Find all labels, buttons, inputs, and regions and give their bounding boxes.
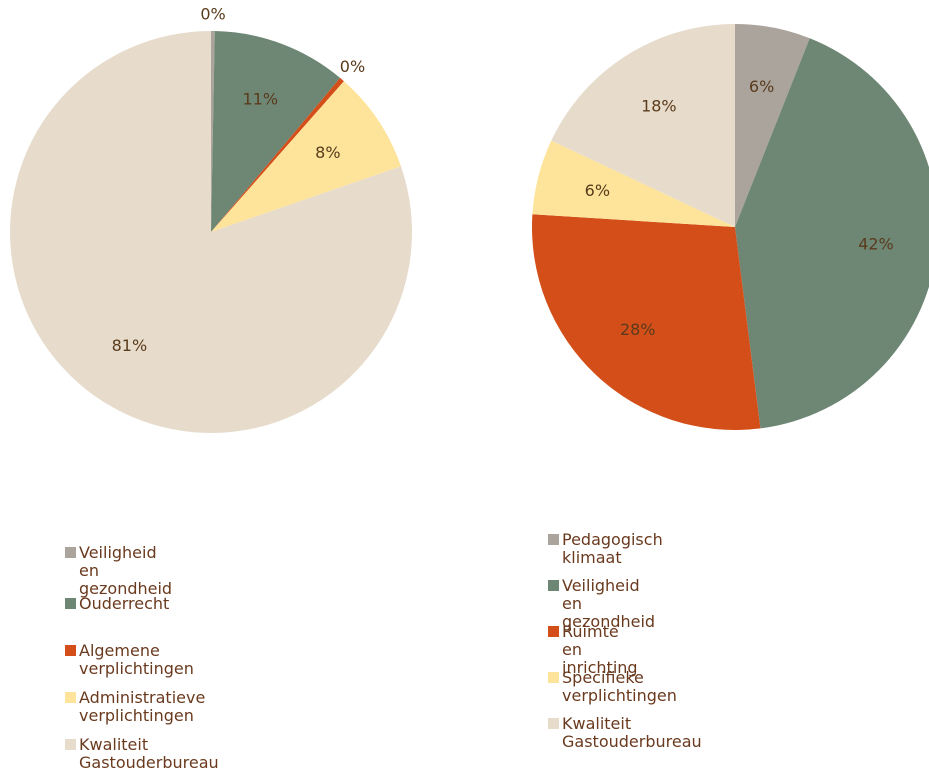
charts: 0% 11% 0% 8% 81% 6% 42% 28% 6% 18% [9,4,929,433]
pie-slice [211,81,401,232]
data-label: 11% [243,90,279,109]
data-label: 8% [315,143,340,162]
pie-slice [532,140,735,227]
legend-item: Pedagogisch klimaat [548,531,663,567]
data-label: 81% [112,336,148,355]
legend-swatch [548,580,559,591]
legend-label: Administratieve verplichtingen [79,688,206,725]
legend-label: Pedagogisch klimaat [562,530,663,567]
legend-label: Kwaliteit Gastouderbureau [79,735,219,772]
legend-label: Algemene verplichtingen [79,641,194,678]
data-label: 0% [200,4,225,23]
legend-label: Veiligheid en gezondheid [562,576,656,631]
pie-slice [211,31,215,232]
legend-item: Veiligheid en gezondheid [65,544,172,598]
legend-item: Ouderrecht [65,595,169,613]
pie-slice [211,77,344,232]
legend-label: Veiligheid en gezondheid [79,543,173,598]
data-label: 18% [641,97,677,116]
data-label: 0% [340,57,365,76]
legend-swatch [548,534,559,545]
pie-slice [735,38,929,429]
legend-label: Ouderrecht [79,594,170,613]
pie-slice [9,31,412,433]
data-label: 28% [620,320,656,339]
pie-slice [551,24,735,227]
data-label: 6% [749,77,774,96]
legend-swatch [65,692,76,703]
page: {"chart_data": [ {"type": "pie", "catego… [9,4,929,772]
legend-item: Specifieke verplichtingen [548,669,677,705]
legend-swatch [548,672,559,683]
pie-slice [735,24,810,227]
legend-swatch [548,626,559,637]
legend-label: Specifieke verplichtingen [562,668,677,705]
legend-swatch [65,739,76,750]
legend-item: Algemene verplichtingen [65,642,194,678]
legend-item: Veiligheid en gezondheid [548,577,655,631]
legend-item: Kwaliteit Gastouderbureau [65,736,219,772]
data-label: 42% [858,234,894,253]
data-label: 6% [585,181,610,200]
legend-swatch [65,547,76,558]
legend-swatch [65,645,76,656]
legend-label: Kwaliteit Gastouderbureau [562,714,702,751]
legend-item: Ruimte en inrichting [548,623,638,677]
legend-swatch [65,598,76,609]
legend-label: Ruimte en inrichting [562,622,638,677]
pie-slice [531,214,761,430]
legend-item: Kwaliteit Gastouderbureau [548,715,702,751]
legend-swatch [548,718,559,729]
legend-item: Administratieve verplichtingen [65,689,205,725]
pie-slice [211,31,341,233]
